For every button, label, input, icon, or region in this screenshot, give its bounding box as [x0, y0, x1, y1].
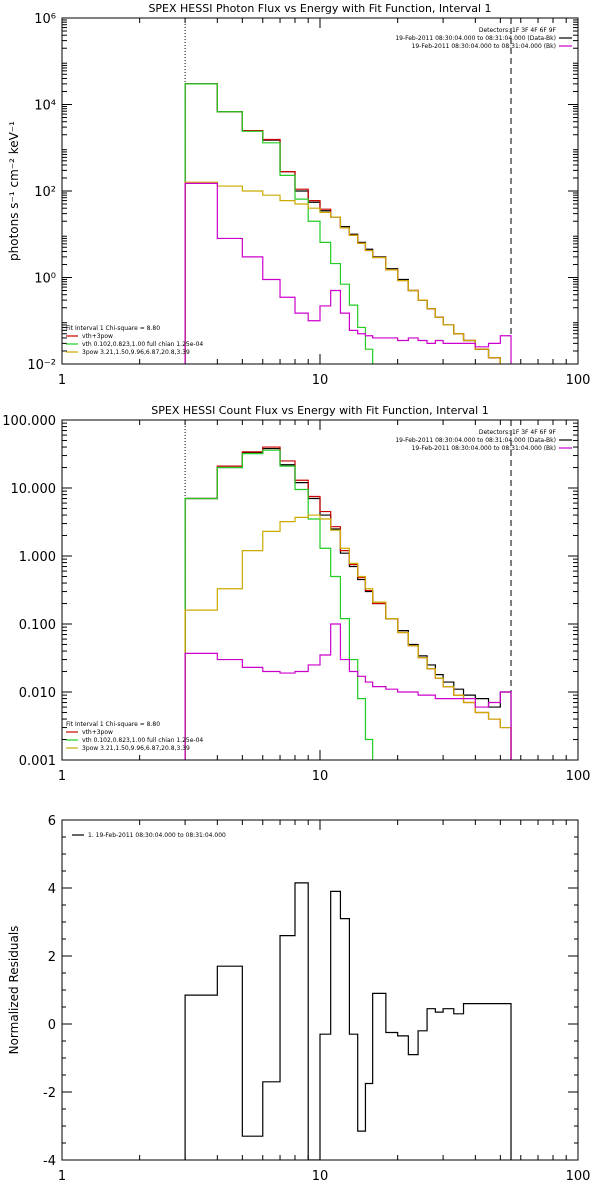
y-tick-label: 2 [48, 950, 56, 965]
series-line-3 [184, 449, 374, 760]
legend-bottomleft-text: 3pow 3.21,1.50,9.96,6.87,20.8,3.39 [82, 349, 190, 356]
y-tick-label: 1.000 [19, 550, 56, 565]
x-tick-label: 10 [312, 1169, 329, 1184]
series-line-3 [184, 83, 374, 364]
series-line-1 [184, 882, 512, 1160]
legend-topright-text: 19-Feb-2011 08:30:04.000 to 08:31:04.000… [395, 35, 556, 42]
legend-topright-text: Detectors: 1F 3F 4F 6F 9F [479, 429, 557, 436]
chart-panel-3: Normalized Residuals 1 10 100 -4 -2 0 2 4 6 1. 19-… [7, 814, 590, 1184]
y-tick-label: -2 [43, 1086, 56, 1101]
y-tick-label: 10⁰ [34, 272, 56, 287]
y-tick-label: 0 [48, 1018, 56, 1033]
legend-fit-header: Fit Interval 1 Chi-square = 8.80 [66, 721, 160, 728]
y-tick-label: 0.100 [19, 618, 56, 633]
chart-title: SPEX HESSI Count Flux vs Energy with Fit… [151, 404, 488, 417]
y-tick-label: 10.000 [11, 482, 57, 497]
legend-bottomleft-text: vth+3pow [82, 729, 113, 736]
y-tick-label: -4 [43, 1154, 56, 1169]
y-tick-label: 0.010 [19, 686, 56, 701]
x-tick-label: 100 [566, 1169, 591, 1184]
legend-topleft-text: 1. 19-Feb-2011 08:30:04.000 to 08:31:04.… [88, 832, 226, 839]
legend-topright-text: 19-Feb-2011 08:30:04.000 to 08:31:04.000… [395, 437, 556, 444]
legend-topright-text: 19-Feb-2011 08:30:04.000 to 08:31:04.000… [412, 43, 556, 50]
y-tick-label: 10⁶ [34, 12, 56, 27]
series-line-4 [184, 514, 512, 760]
x-tick-label: 100 [566, 769, 591, 784]
series-line-5 [184, 182, 512, 364]
legend-bottomleft-text: vth 0.102,0.823,1.00 full chian 1.25e-04 [82, 737, 203, 744]
y-tick-label: 0.001 [19, 754, 56, 769]
series-line-4 [184, 181, 501, 364]
plot-frame [61, 17, 579, 365]
plot-frame [61, 819, 579, 1161]
series-line-2 [184, 446, 512, 760]
chart-panel-1: SPEX HESSI Photon Flux vs Energy with Fi… [7, 2, 590, 388]
y-tick-label: 10² [34, 185, 56, 200]
x-tick-label: 1 [58, 1169, 66, 1184]
legend-topright-text: 19-Feb-2011 08:30:04.000 to 08:31:04.000… [412, 445, 556, 452]
plot-frame [61, 419, 579, 761]
x-tick-label: 1 [58, 373, 66, 388]
legend-topright-text: Detectors: 1F 3F 4F 6F 9F [479, 27, 557, 34]
y-axis-label: photons s⁻¹ cm⁻² keV⁻¹ [7, 121, 21, 261]
chart-title: SPEX HESSI Photon Flux vs Energy with Fi… [148, 2, 491, 15]
y-tick-label: 10⁻² [27, 358, 56, 373]
chart-panel-2: SPEX HESSI Count Flux vs Energy with Fit… [2, 404, 590, 784]
x-tick-label: 10 [312, 769, 329, 784]
y-tick-label: 100.000 [2, 414, 56, 429]
legend-bottomleft-text: 3pow 3.21,1.50,9.96,6.87,20.8,3.39 [82, 745, 190, 752]
y-axis-label: Normalized Residuals [7, 926, 21, 1055]
data-series-group [184, 446, 512, 760]
y-tick-label: 4 [48, 882, 56, 897]
series-line-1 [184, 447, 512, 760]
y-tick-label: 6 [48, 814, 56, 829]
legend-bottomleft-text: vth+3pow [82, 333, 113, 340]
y-tick-label: 10⁴ [34, 99, 56, 114]
legend-fit-header: Fit Interval 1 Chi-square = 8.80 [66, 325, 160, 332]
legend-bottomleft-text: vth 0.102,0.823,1.00 full chian 1.25e-04 [82, 341, 203, 348]
data-series-group [184, 83, 512, 364]
x-tick-label: 1 [58, 769, 66, 784]
x-tick-label: 100 [566, 373, 591, 388]
series-line-1 [184, 83, 501, 364]
data-series-group [184, 882, 512, 1160]
series-line-5 [184, 623, 512, 760]
x-tick-label: 10 [312, 373, 329, 388]
